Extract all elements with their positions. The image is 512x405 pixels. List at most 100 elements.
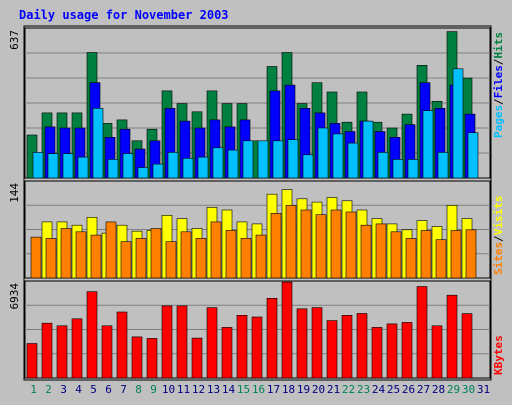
legend-separator: / (492, 59, 505, 66)
bar-pages-27 (422, 110, 434, 179)
bar-pages-26 (407, 159, 419, 179)
x-tick-label-3: 3 (60, 383, 67, 396)
bar-kbytes-21 (326, 320, 338, 379)
bar-pages-11 (182, 158, 194, 179)
bar-sites-16 (255, 234, 267, 279)
bar-sites-14 (225, 230, 237, 279)
bar-kbytes-24 (371, 327, 383, 379)
bar-sites-6 (105, 221, 117, 279)
panel-2-ymax-label: 144 (8, 183, 21, 203)
bar-sites-3 (60, 228, 72, 279)
x-tick-label-2: 2 (45, 383, 52, 396)
plot-frame (23, 25, 492, 381)
x-tick-label-10: 10 (162, 383, 175, 396)
bar-kbytes-2 (41, 322, 53, 379)
bar-pages-6 (107, 159, 119, 179)
bar-kbytes-12 (191, 337, 203, 379)
bar-sites-25 (390, 231, 402, 279)
panel-1-ymax-label: 637 (8, 30, 21, 50)
bar-pages-20 (317, 127, 329, 179)
bar-sites-2 (45, 238, 57, 279)
bar-sites-9 (150, 228, 162, 279)
panel-1-legend: Pages/Files/Hits (492, 32, 505, 138)
bar-sites-10 (165, 241, 177, 279)
bar-pages-1 (32, 152, 44, 179)
bar-pages-16 (257, 140, 269, 179)
bar-kbytes-17 (266, 297, 278, 379)
legend-visits: Visits (492, 196, 505, 236)
bar-kbytes-28 (431, 325, 443, 379)
bar-kbytes-6 (101, 325, 113, 379)
legend-kbytes: KBytes (492, 335, 505, 375)
bar-kbytes-14 (221, 327, 233, 379)
bar-sites-13 (210, 221, 222, 279)
x-tick-label-22: 22 (342, 383, 355, 396)
bar-sites-26 (405, 238, 417, 279)
bar-pages-12 (197, 156, 209, 179)
x-tick-label-7: 7 (120, 383, 127, 396)
bar-pages-9 (152, 163, 164, 179)
bar-sites-22 (345, 211, 357, 279)
bar-kbytes-30 (461, 313, 473, 379)
x-tick-label-31: 31 (477, 383, 490, 396)
bar-sites-7 (120, 241, 132, 279)
bar-sites-29 (450, 230, 462, 279)
bar-pages-19 (302, 154, 314, 179)
bar-kbytes-18 (281, 281, 293, 379)
x-tick-label-30: 30 (462, 383, 475, 396)
x-tick-label-23: 23 (357, 383, 370, 396)
panel-3-ymax-label: 6934 (8, 283, 21, 310)
x-tick-label-18: 18 (282, 383, 295, 396)
x-tick-label-14: 14 (222, 383, 236, 396)
bar-pages-29 (452, 68, 464, 179)
panel-2-legend: Sites/Visits (492, 196, 505, 276)
bar-pages-13 (212, 147, 224, 179)
legend-pages: Pages (492, 105, 505, 138)
bar-pages-15 (242, 140, 254, 179)
x-tick-label-4: 4 (75, 383, 82, 396)
bar-kbytes-5 (86, 291, 98, 379)
bar-pages-5 (92, 108, 104, 179)
bar-kbytes-16 (251, 316, 263, 379)
bar-sites-18 (285, 205, 297, 279)
bar-sites-21 (330, 209, 342, 279)
bar-sites-15 (240, 238, 252, 279)
bar-kbytes-3 (56, 325, 68, 379)
bar-kbytes-29 (446, 294, 458, 379)
bar-kbytes-10 (161, 305, 173, 379)
bar-pages-8 (137, 167, 149, 179)
x-tick-label-26: 26 (402, 383, 415, 396)
bar-pages-17 (272, 140, 284, 179)
bar-pages-18 (287, 139, 299, 179)
bar-sites-23 (360, 224, 372, 279)
bar-kbytes-11 (176, 305, 188, 379)
bar-pages-2 (47, 153, 59, 179)
legend-files: Files (492, 65, 505, 98)
bar-sites-24 (375, 223, 387, 279)
bar-pages-23 (362, 120, 374, 179)
bar-sites-1 (30, 236, 42, 279)
x-tick-label-16: 16 (252, 383, 265, 396)
x-tick-label-19: 19 (297, 383, 310, 396)
x-tick-label-24: 24 (372, 383, 386, 396)
bar-pages-4 (77, 156, 89, 179)
bar-kbytes-20 (311, 307, 323, 379)
bar-pages-3 (62, 153, 74, 179)
x-tick-label-15: 15 (237, 383, 250, 396)
x-tick-label-29: 29 (447, 383, 460, 396)
x-tick-label-28: 28 (432, 383, 445, 396)
bar-pages-10 (167, 152, 179, 179)
bar-pages-25 (392, 159, 404, 179)
x-tick-label-27: 27 (417, 383, 430, 396)
x-tick-label-6: 6 (105, 383, 112, 396)
bar-pages-30 (467, 132, 479, 179)
legend-separator: / (492, 98, 505, 105)
x-tick-label-13: 13 (207, 383, 220, 396)
bar-kbytes-13 (206, 307, 218, 379)
bar-kbytes-1 (26, 343, 38, 379)
legend-hits: Hits (492, 32, 505, 59)
bar-kbytes-19 (296, 308, 308, 379)
bar-kbytes-23 (356, 313, 368, 379)
bar-pages-24 (377, 152, 389, 179)
